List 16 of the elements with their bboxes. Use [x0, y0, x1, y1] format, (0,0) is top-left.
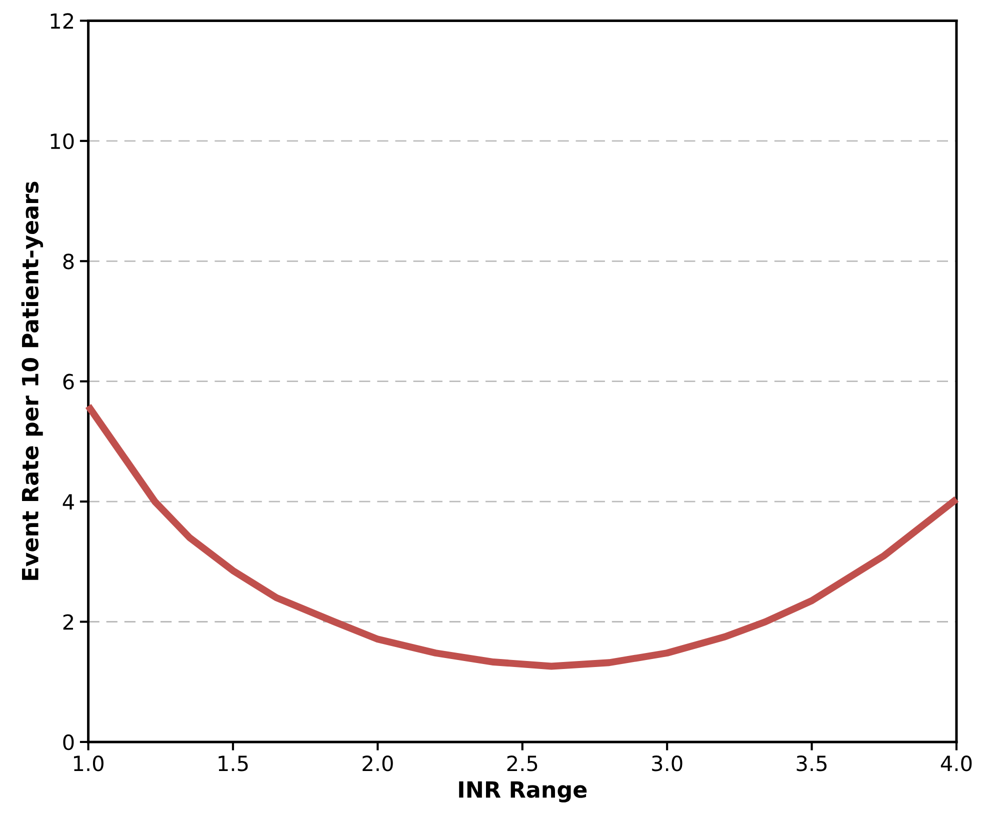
y-tick-label: 0	[63, 734, 74, 750]
y-tick-label: 8	[63, 254, 74, 270]
x-tick-label: 3.5	[796, 756, 827, 772]
y-tick-label: 12	[50, 13, 74, 29]
y-tick-label: 10	[50, 133, 74, 150]
x-tick-label: 1.0	[74, 756, 104, 772]
x-tick-label: 4.0	[940, 756, 972, 772]
y-tick-label: 6	[63, 374, 74, 390]
x-tick-label: 2.5	[507, 756, 538, 772]
x-tick-label: 1.5	[218, 756, 248, 772]
y-tick-label: 2	[63, 614, 74, 630]
x-tick-label: 2.0	[362, 756, 393, 772]
x-tick-label: 3.0	[652, 756, 682, 772]
y-tick-label: 4	[62, 494, 74, 510]
y-axis-title: Event Rate per 10 Patient-years	[21, 182, 44, 580]
x-axis-title: INR Range	[459, 781, 587, 802]
